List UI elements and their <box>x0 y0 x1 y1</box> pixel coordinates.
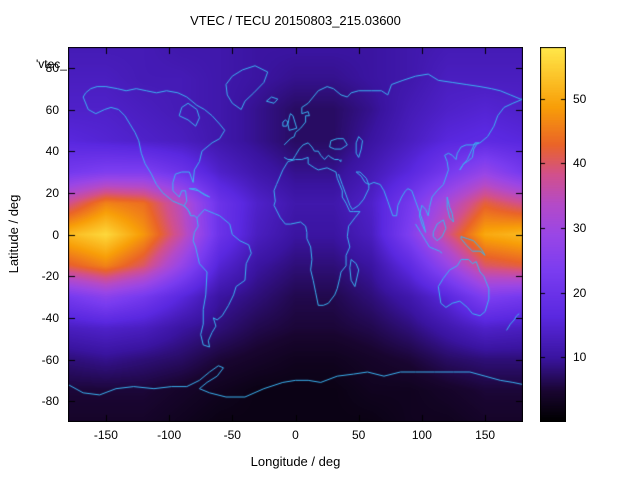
x-tick-label: -50 <box>223 428 241 442</box>
y-tick-label: -40 <box>41 310 59 325</box>
colorbar-tick-label: 20 <box>573 285 587 300</box>
x-tick-label: -150 <box>93 428 118 442</box>
x-tick-label: -100 <box>157 428 182 442</box>
y-tick-label: 20 <box>45 185 59 200</box>
chart-title: VTEC / TECU 20150803_215.03600 <box>190 13 401 28</box>
y-tick-label: -60 <box>41 352 59 367</box>
series-key-label: 'vtec_ <box>36 57 67 71</box>
colorbar-tick-label: 30 <box>573 221 587 236</box>
colorbar-tick-label: 40 <box>573 156 587 171</box>
y-tick-label: -80 <box>41 394 59 409</box>
y-tick-label: 60 <box>45 102 59 117</box>
colorbar-tick-label: 50 <box>573 91 587 106</box>
x-tick-label: 100 <box>411 428 432 442</box>
x-tick-label: 50 <box>352 428 366 442</box>
x-tick-label: 0 <box>292 428 299 442</box>
colorbar-canvas <box>540 47 566 422</box>
x-axis-label: Longitude / deg <box>250 454 341 469</box>
y-tick-label: 40 <box>45 144 59 159</box>
colorbar-tick-label: 10 <box>573 350 587 365</box>
heatmap-canvas <box>68 47 523 422</box>
y-tick-label: 0 <box>52 227 59 242</box>
y-tick-label: -20 <box>41 269 59 284</box>
y-axis-label: Latitude / deg <box>6 194 21 274</box>
x-tick-label: 150 <box>475 428 496 442</box>
y-tick-label: 80 <box>45 60 59 75</box>
